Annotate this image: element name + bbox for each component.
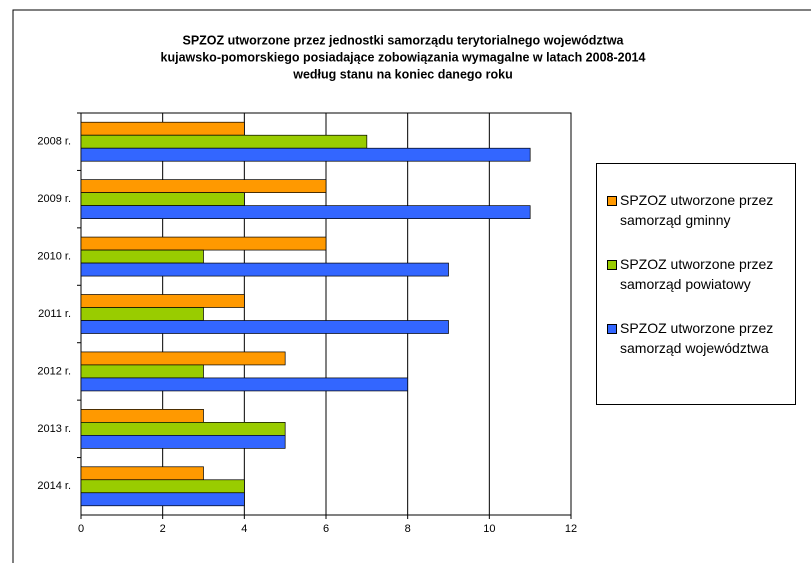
legend-label: SPZOZ utworzone przez samorząd powiatowy: [620, 256, 774, 292]
bar: [80, 236, 327, 251]
bar: [80, 377, 409, 392]
y-tick-label: 2010 r.: [37, 250, 71, 262]
bar: [80, 147, 531, 162]
legend-label: SPZOZ utworzone przez samorząd gminny: [620, 192, 774, 228]
legend-item: SPZOZ utworzone przez samorząd województ…: [607, 318, 787, 358]
bar: [80, 121, 245, 136]
chart-title: SPZOZ utworzone przez jednostki samorząd…: [182, 33, 624, 47]
y-tick-label: 2009 r.: [37, 193, 71, 205]
bar: [80, 409, 204, 423]
frame: [12, 9, 811, 563]
x-tick-label: 8: [405, 523, 411, 535]
y-tick-label: 2008 r.: [37, 136, 71, 148]
x-tick-label: 12: [565, 523, 577, 535]
legend-swatch: [607, 196, 617, 206]
bar: [80, 179, 327, 193]
bar: [80, 320, 449, 334]
legend-item: SPZOZ utworzone przez samorząd gminny: [607, 190, 787, 230]
bar: [80, 205, 531, 219]
legend: SPZOZ utworzone przez samorząd gminny SPZ…: [596, 163, 796, 405]
legend-item: SPZOZ utworzone przez samorząd powiatowy: [607, 254, 787, 294]
y-tick-label: 2012 r.: [37, 365, 71, 377]
bar: [80, 249, 204, 264]
x-tick-label: 4: [241, 523, 247, 535]
legend-swatch: [607, 260, 617, 270]
y-tick-label: 2014 r.: [37, 480, 71, 492]
bar: [80, 492, 245, 507]
y-tick-label: 2013 r.: [37, 423, 71, 435]
x-tick-label: 2: [160, 523, 166, 535]
chart-title: według stanu na koniec danego roku: [292, 67, 512, 81]
bar: [80, 351, 286, 366]
bar: [80, 134, 368, 149]
bar: [80, 364, 204, 379]
bar: [80, 192, 245, 206]
y-tick-label: 2011 r.: [38, 308, 71, 320]
bar: [80, 262, 449, 277]
bar: [80, 479, 245, 494]
x-tick-label: 0: [78, 523, 84, 535]
legend-swatch: [607, 324, 617, 334]
bar: [80, 466, 204, 481]
legend-label: SPZOZ utworzone przez samorząd województ…: [620, 320, 774, 356]
bar: [80, 435, 286, 449]
x-tick-label: 6: [323, 523, 329, 535]
x-tick-label: 10: [483, 523, 495, 535]
bar: [80, 307, 204, 321]
bar: [80, 294, 245, 308]
bar: [80, 422, 286, 436]
chart-title: kujawsko-pomorskiego posiadające zobowią…: [161, 50, 646, 64]
